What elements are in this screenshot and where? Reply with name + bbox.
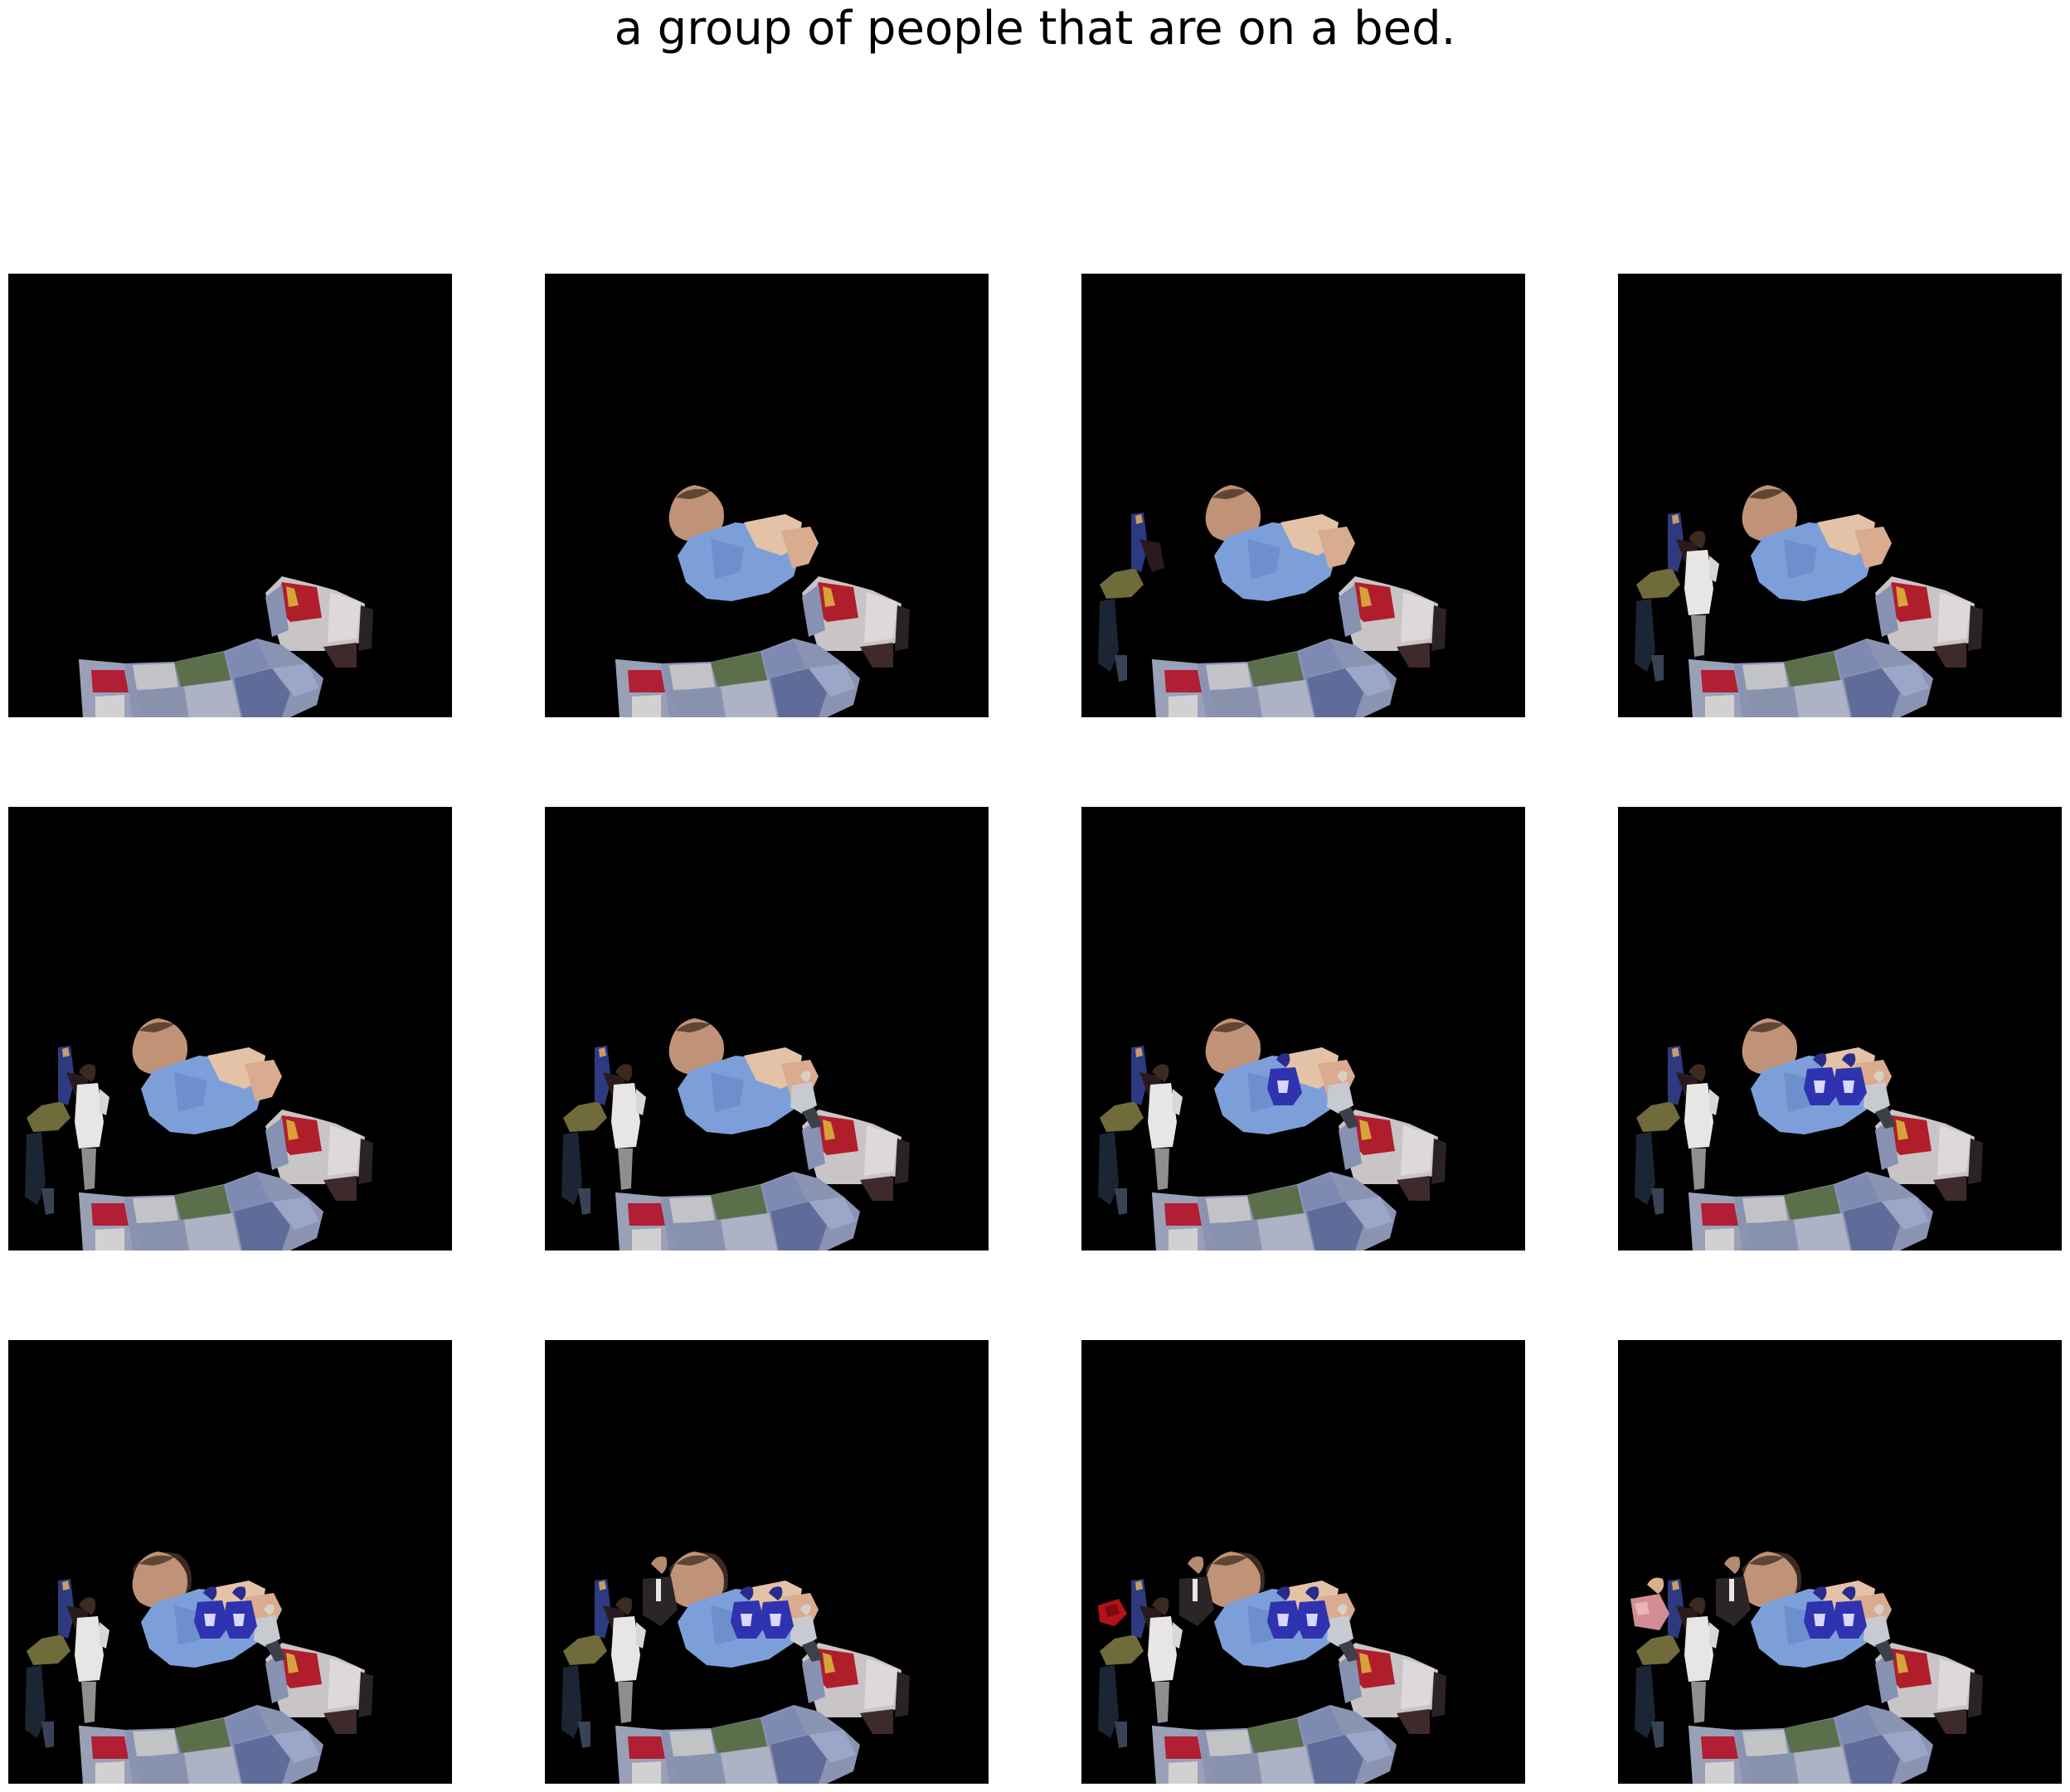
collage-canvas xyxy=(8,274,452,717)
person-blue-2-segment xyxy=(1833,1586,1867,1639)
bed-quilt-segment xyxy=(79,576,373,717)
man-lying-segment xyxy=(668,485,819,601)
collage-canvas xyxy=(545,274,989,717)
collage-panel-step-2 xyxy=(545,274,989,717)
collage-canvas xyxy=(1618,274,2062,717)
person-white-shirt-segment xyxy=(75,1064,109,1190)
person-blue-2-segment xyxy=(223,1586,257,1639)
collage-canvas xyxy=(1081,1340,1525,1784)
person-small-right-segment xyxy=(254,1604,286,1662)
person-white-shirt-segment xyxy=(1148,1064,1183,1190)
person-left-bending-segment xyxy=(1098,512,1164,682)
person-blue-2-segment xyxy=(1296,1586,1330,1639)
person-blue-1-segment xyxy=(1267,1586,1302,1639)
bed-quilt-segment xyxy=(79,1643,373,1784)
collage-panel-step-9 xyxy=(8,1340,452,1784)
collage-canvas xyxy=(545,1340,989,1784)
bed-quilt-segment xyxy=(1689,576,1983,717)
collage-panel-step-5 xyxy=(8,807,452,1251)
collage-canvas xyxy=(1081,274,1525,717)
man-lying-segment xyxy=(1742,485,1892,601)
person-white-shirt-segment xyxy=(1684,1597,1719,1723)
person-small-right-segment xyxy=(1327,1071,1359,1129)
person-white-shirt-segment xyxy=(611,1597,646,1723)
collage-panel-step-11 xyxy=(1081,1340,1525,1784)
person-blue-2-segment xyxy=(760,1586,794,1639)
collage-panel-step-4 xyxy=(1618,274,2062,717)
bed-quilt-segment xyxy=(79,1110,373,1251)
bed-quilt-segment xyxy=(1689,1643,1983,1784)
collage-canvas xyxy=(1618,807,2062,1251)
person-left-bending-segment xyxy=(25,1579,91,1748)
person-small-right-segment xyxy=(1327,1604,1359,1662)
bed-quilt-segment xyxy=(615,1110,910,1251)
person-suit-segment xyxy=(643,1556,678,1626)
person-left-bending-segment xyxy=(1098,1046,1164,1215)
person-small-right-segment xyxy=(790,1604,823,1662)
person-white-shirt-segment xyxy=(1684,531,1719,657)
collage-canvas xyxy=(1618,1340,2062,1784)
person-suit-segment xyxy=(1716,1556,1751,1626)
collage-canvas xyxy=(8,807,452,1251)
collage-panel-step-10 xyxy=(545,1340,989,1784)
person-blue-1-segment xyxy=(194,1586,229,1639)
person-left-bending-segment xyxy=(561,1046,628,1215)
person-blue-2-segment xyxy=(1833,1053,1867,1105)
person-blue-1-segment xyxy=(1804,1053,1839,1105)
person-blue-1-segment xyxy=(1267,1053,1302,1105)
man-lying-segment xyxy=(668,1018,819,1134)
person-blue-1-segment xyxy=(731,1586,765,1639)
man-lying-segment xyxy=(1205,485,1355,601)
figure-caption: a group of people that are on a bed. xyxy=(614,2,1456,56)
person-white-shirt-segment xyxy=(1684,1064,1719,1190)
collage-panel-step-1 xyxy=(8,274,452,717)
person-left-bending-segment xyxy=(25,1046,91,1215)
collage-panel-step-12 xyxy=(1618,1340,2062,1784)
collage-panel-step-3 xyxy=(1081,274,1525,717)
person-white-shirt-segment xyxy=(1148,1597,1183,1723)
person-suit-segment xyxy=(1179,1556,1214,1626)
collage-panel-step-8 xyxy=(1618,807,2062,1251)
bed-quilt-segment xyxy=(1152,1110,1446,1251)
collage-canvas xyxy=(1081,807,1525,1251)
person-blue-1-segment xyxy=(1804,1586,1839,1639)
person-small-right-segment xyxy=(1863,1604,1896,1662)
person-small-right-segment xyxy=(1863,1071,1896,1129)
red-object-segment xyxy=(1098,1599,1127,1626)
bed-quilt-segment xyxy=(1689,1110,1983,1251)
collage-panel-step-7 xyxy=(1081,807,1525,1251)
collage-canvas xyxy=(8,1340,452,1784)
man-lying-segment xyxy=(132,1018,282,1134)
collage-panel-step-6 xyxy=(545,807,989,1251)
bed-quilt-segment xyxy=(615,576,910,717)
collage-canvas xyxy=(545,807,989,1251)
bed-quilt-segment xyxy=(1152,1643,1446,1784)
bed-quilt-segment xyxy=(1152,576,1446,717)
person-white-shirt-segment xyxy=(611,1064,646,1190)
person-white-shirt-segment xyxy=(75,1597,109,1723)
person-pink-segment xyxy=(1630,1577,1669,1630)
person-small-right-segment xyxy=(790,1071,823,1129)
bed-quilt-segment xyxy=(615,1643,910,1784)
person-left-bending-segment xyxy=(1635,1046,1701,1215)
